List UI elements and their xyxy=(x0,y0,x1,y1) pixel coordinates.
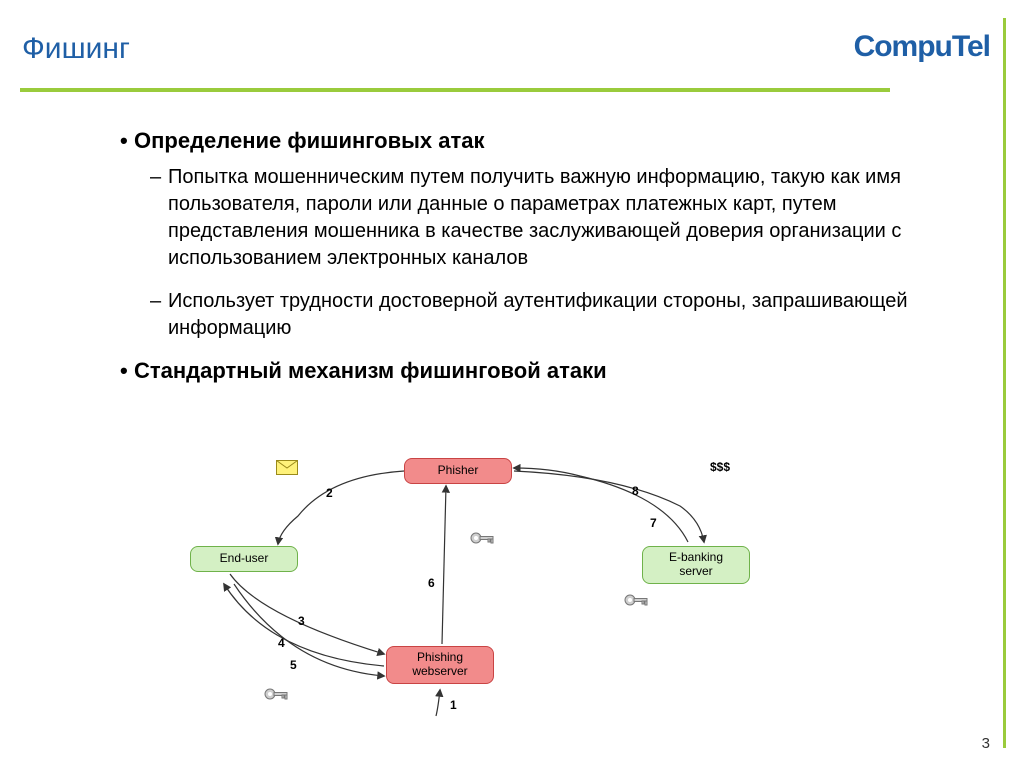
diagram-edge xyxy=(278,471,404,544)
diagram-edge xyxy=(514,471,704,542)
diagram-edge-label: 8 xyxy=(632,484,639,498)
key-icon xyxy=(264,686,290,702)
bullet-level1: Стандартный механизм фишинговой атаки xyxy=(120,358,920,384)
slide: Фишинг CompuTel Определение фишинговых а… xyxy=(0,0,1024,768)
diagram-edge xyxy=(514,468,688,542)
diagram-edge-label: 5 xyxy=(290,658,297,672)
mail-icon xyxy=(276,460,298,475)
diagram-edge xyxy=(234,584,384,676)
diagram-node-phisher: Phisher xyxy=(404,458,512,484)
diagram-edge-label: 1 xyxy=(450,698,457,712)
diagram-edge xyxy=(436,690,440,716)
diagram-edge-label: 4 xyxy=(278,636,285,650)
diagram-node-phweb: Phishingwebserver xyxy=(386,646,494,684)
bullet-level2: Попытка мошенническим путем получить важ… xyxy=(120,164,920,272)
header: Фишинг CompuTel xyxy=(0,0,1024,92)
phishing-flow-diagram: Phisher End-user E-bankingserver Phishingwe… xyxy=(170,446,870,736)
diagram-node-ebank: E-bankingserver xyxy=(642,546,750,584)
diagram-edge-label: 2 xyxy=(326,486,333,500)
page-number: 3 xyxy=(982,735,990,752)
key-icon xyxy=(470,530,496,546)
diagram-node-enduser: End-user xyxy=(190,546,298,572)
key-icon xyxy=(624,592,650,608)
divider-vertical xyxy=(1003,18,1006,748)
diagram-edge-label: 3 xyxy=(298,614,305,628)
bullet-level1: Определение фишинговых атак xyxy=(120,128,920,154)
diagram-edge-label: $$$ xyxy=(710,460,730,474)
slide-title: Фишинг xyxy=(22,32,130,66)
content-body: Определение фишинговых атак Попытка моше… xyxy=(120,128,920,394)
bullet-level2: Использует трудности достоверной аутенти… xyxy=(120,288,920,342)
diagram-edge xyxy=(442,486,446,644)
logo: CompuTel xyxy=(854,30,990,64)
diagram-edge-label: 7 xyxy=(650,516,657,530)
diagram-edge-label: 6 xyxy=(428,576,435,590)
divider-horizontal xyxy=(20,88,890,92)
diagram-edge xyxy=(230,574,384,654)
